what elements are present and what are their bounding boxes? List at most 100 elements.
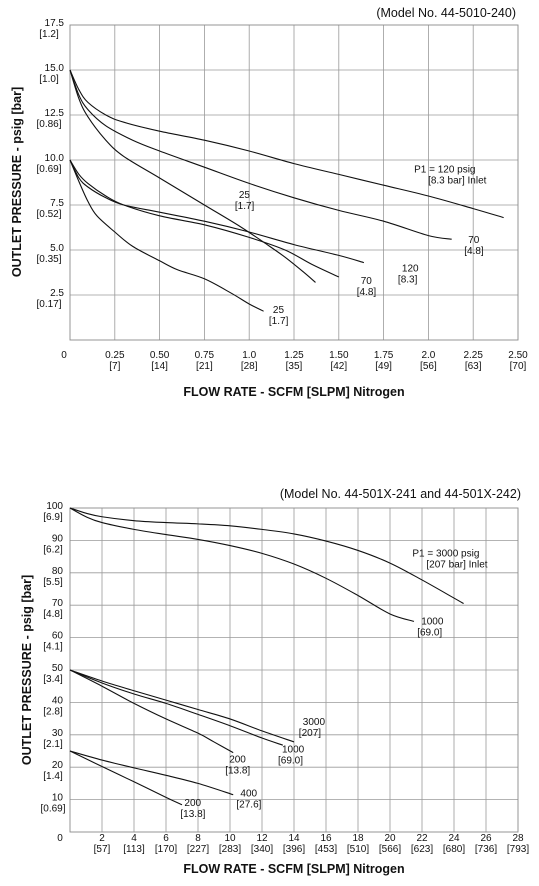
- series-line-6: [69, 750, 234, 796]
- y-tick-sublabel: [6.9]: [43, 512, 63, 523]
- x-tick-label: 0: [61, 350, 67, 361]
- chart-2: (Model No. 44-501X-241 and 44-501X-242) 0…: [20, 487, 529, 876]
- x-tick-sublabel: [42]: [330, 361, 347, 372]
- x-tick-sublabel: [227]: [187, 844, 209, 855]
- annotation-line: [8.3 bar] Inlet: [428, 176, 487, 187]
- x-tick-sublabel: [170]: [155, 844, 177, 855]
- curve-annotation: 70 [4.8]: [464, 235, 484, 257]
- annotation-line: 25: [239, 190, 251, 201]
- y-tick-sublabel: [1.2]: [39, 29, 59, 40]
- curve-annotation: P1 = 120 psig [8.3 bar] Inlet: [414, 165, 487, 187]
- x-tick-label: 4: [131, 833, 137, 844]
- x-tick-sublabel: [396]: [283, 844, 305, 855]
- x-tick-label: 2.0: [421, 350, 435, 361]
- y-tick-sublabel: [0.69]: [40, 804, 65, 815]
- y-tick-sublabel: [1.0]: [39, 74, 59, 85]
- y-tick-label: 10.0: [45, 153, 65, 164]
- series-line-4: [69, 159, 365, 264]
- x-tick-sublabel: [14]: [151, 361, 168, 372]
- annotation-line: [207]: [299, 728, 321, 739]
- y-tick-label: 15.0: [45, 63, 65, 74]
- annotation-line: 1000: [421, 617, 444, 628]
- y-tick-label: 80: [52, 566, 64, 577]
- model-label: (Model No. 44-501X-241 and 44-501X-242): [280, 487, 521, 501]
- x-tick-sublabel: [736]: [475, 844, 497, 855]
- series-line-2: [69, 69, 452, 240]
- series-line-7: [69, 750, 183, 806]
- y-tick-label: 30: [52, 728, 64, 739]
- x-tick-sublabel: [340]: [251, 844, 273, 855]
- x-tick-label: 0.25: [105, 350, 125, 361]
- curve-annotation: 400 [27.6]: [236, 788, 261, 810]
- series-line-5: [69, 669, 234, 754]
- x-tick-label: 10: [224, 833, 236, 844]
- annotation-line: [69.0]: [278, 756, 303, 767]
- curve-annotation: P1 = 3000 psig [207 bar] Inlet: [412, 549, 487, 571]
- y-tick-label: 5.0: [50, 243, 64, 254]
- annotation-line: [69.0]: [417, 628, 442, 639]
- annotation-line: P1 = 3000 psig: [412, 549, 479, 560]
- x-tick-label: 1.50: [329, 350, 349, 361]
- x-tick-label: 20: [384, 833, 396, 844]
- curve-annotation: 1000 [69.0]: [417, 617, 444, 639]
- x-tick-label: 1.25: [284, 350, 304, 361]
- y-tick-label: 90: [52, 533, 64, 544]
- x-tick-sublabel: [28]: [241, 361, 258, 372]
- y-tick-sublabel: [1.4]: [43, 771, 63, 782]
- annotation-line: 70: [361, 276, 373, 287]
- x-tick-label: 2.50: [508, 350, 528, 361]
- y-tick-sublabel: [5.5]: [43, 577, 63, 588]
- x-axis-title: FLOW RATE - SCFM [SLPM] Nitrogen: [183, 385, 404, 399]
- x-axis-title: FLOW RATE - SCFM [SLPM] Nitrogen: [183, 862, 404, 876]
- series-line-4: [69, 669, 283, 746]
- series-line-3: [69, 669, 295, 743]
- annotation-line: 200: [184, 798, 201, 809]
- y-tick-label: 12.5: [45, 108, 65, 119]
- annotation-line: [4.8]: [464, 246, 484, 257]
- x-tick-label: 2: [99, 833, 105, 844]
- x-tick-sublabel: [35]: [286, 361, 303, 372]
- x-tick-sublabel: [63]: [465, 361, 482, 372]
- x-tick-sublabel: [510]: [347, 844, 369, 855]
- curve-annotation: 3000 [207]: [299, 717, 326, 739]
- annotation-line: [8.3]: [398, 275, 418, 286]
- series-line-6: [69, 159, 264, 312]
- annotation-line: 1000: [282, 745, 305, 756]
- annotation-line: 120: [402, 264, 419, 275]
- annotation-line: 70: [468, 235, 480, 246]
- y-tick-label: 50: [52, 663, 64, 674]
- x-tick-sublabel: [56]: [420, 361, 437, 372]
- y-tick-label: 17.5: [45, 18, 65, 29]
- curve-annotation: 1000 [69.0]: [278, 745, 305, 767]
- x-tick-sublabel: [21]: [196, 361, 213, 372]
- series-line-1: [69, 69, 504, 219]
- y-tick-sublabel: [0.86]: [36, 119, 61, 130]
- y-tick-label: 40: [52, 695, 64, 706]
- y-tick-label: 7.5: [50, 198, 64, 209]
- x-tick-sublabel: [793]: [507, 844, 529, 855]
- series-line-3: [69, 69, 316, 283]
- y-tick-label: 2.5: [50, 288, 64, 299]
- x-tick-label: 24: [448, 833, 460, 844]
- y-tick-sublabel: [2.1]: [43, 739, 63, 750]
- x-tick-label: 8: [195, 833, 201, 844]
- x-tick-label: 1.0: [242, 350, 256, 361]
- x-tick-label: 0.50: [150, 350, 170, 361]
- y-tick-sublabel: [6.2]: [43, 544, 63, 555]
- x-tick-label: 16: [320, 833, 332, 844]
- curve-annotation: 25 [1.7]: [235, 190, 255, 212]
- annotation-line: 200: [229, 754, 246, 765]
- y-tick-sublabel: [2.8]: [43, 706, 63, 717]
- y-axis-title: OUTLET PRESSURE - psig [bar]: [20, 575, 34, 765]
- y-tick-label: 60: [52, 631, 64, 642]
- curve-annotation: 200 [13.8]: [180, 798, 205, 820]
- annotation-line: [13.8]: [225, 765, 250, 776]
- annotation-line: [13.8]: [180, 809, 205, 820]
- y-axis-title: OUTLET PRESSURE - psig [bar]: [10, 87, 24, 277]
- annotation-line: [27.6]: [236, 799, 261, 810]
- annotation-line: 3000: [303, 717, 326, 728]
- x-tick-sublabel: [623]: [411, 844, 433, 855]
- x-tick-sublabel: [453]: [315, 844, 337, 855]
- x-tick-label: 18: [352, 833, 364, 844]
